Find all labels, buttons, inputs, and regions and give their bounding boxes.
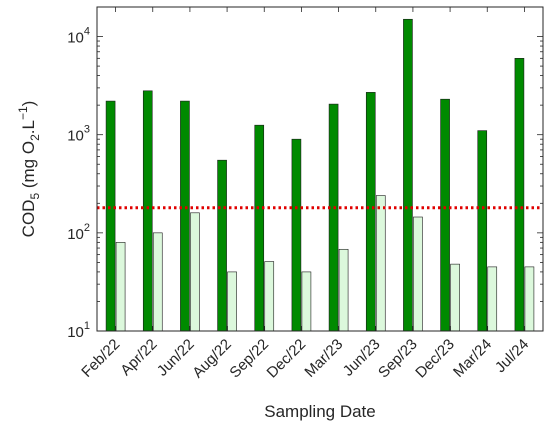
y-tick-label-exponent: 1 [84,320,90,332]
bar-series-2-5 [301,271,312,332]
bar-series-2-4 [264,261,275,332]
y-tick-label: 101 [67,320,90,341]
bar-series-2-8 [413,216,423,332]
bar-series-2-2 [190,212,200,332]
y-axis-title-unit-open: (mg O [19,141,38,193]
x-tick-label: Mar/23 [301,336,346,381]
bar-series-1-0 [105,100,116,332]
bar-series-2-9 [450,263,460,332]
y-tick-label-exponent: 3 [84,124,90,136]
y-tick-label-exponent: 2 [84,222,90,234]
bar-series-1-8 [403,18,413,332]
bar-series-1-1 [142,90,153,332]
bar-series-1-10 [477,130,488,332]
y-tick-label-exponent: 4 [84,26,90,38]
x-tick-label: Jun/23 [340,336,384,380]
bar-series-2-11 [524,266,535,332]
y-tick-label: 103 [67,124,90,145]
bar-series-1-4 [254,124,265,332]
bar-series-2-1 [152,232,163,332]
x-axis-title: Sampling Date [264,402,376,421]
x-tick-label: Jul/24 [492,336,532,376]
x-tick-label: Dec/23 [412,336,458,382]
bar-series-2-3 [227,271,237,332]
y-axis-title-unit-subscript: 2 [28,134,42,141]
bar-series-2-0 [115,242,126,332]
x-tick-label: Sep/23 [375,336,421,382]
bar-series-2-6 [338,248,349,332]
y-tick-label-base: 10 [67,128,84,145]
x-tick-label: Apr/22 [117,336,160,379]
y-tick-label: 104 [67,26,90,47]
bar-series-2-7 [375,195,386,332]
y-tick-label-base: 10 [67,30,84,47]
bar-series-1-6 [328,103,339,332]
y-tick-label: 102 [67,222,90,243]
y-axis-title-unit-close: ) [19,101,38,107]
y-tick-label-base: 10 [67,324,84,341]
x-tick-label: Dec/22 [264,336,310,382]
y-axis-title: COD5 (mg O2.L−1) [16,101,42,238]
plot-frame [96,6,544,332]
bar-series-1-2 [180,100,190,332]
bar-series-1-9 [440,98,450,332]
y-axis-title-unit-superscript: −1 [16,106,30,120]
bars-layer [105,18,535,332]
x-tick-label: Aug/22 [189,336,235,382]
y-axis-title-main: COD [19,200,38,238]
x-tick-label: Feb/22 [78,336,123,381]
y-tick-label-base: 10 [67,226,84,243]
x-tick-label: Mar/24 [450,336,495,381]
bar-series-1-7 [365,92,376,332]
bar-series-1-5 [291,138,302,332]
bar-series-1-3 [217,159,227,332]
bar-series-1-11 [514,58,525,332]
x-tick-label: Sep/22 [226,336,272,382]
y-axis-title-subscript: 5 [28,193,42,200]
y-axis-title-unit-mid: .L [19,120,38,134]
x-tick-label: Jun/22 [154,336,198,380]
bar-series-2-10 [487,266,498,332]
